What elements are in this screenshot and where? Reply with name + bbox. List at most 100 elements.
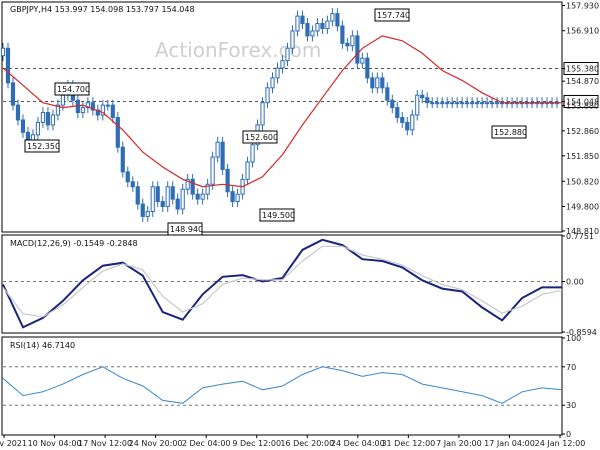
x-tick-label: 9 Dec 12:00 <box>232 439 281 448</box>
candle-body <box>325 20 330 29</box>
price-ytick-label: 157.930 <box>566 1 599 10</box>
price-annotation-label: 152.600 <box>245 133 278 142</box>
candle-body <box>50 114 56 126</box>
macd-series-signal <box>2 245 563 318</box>
candle-body <box>215 141 220 158</box>
candle-body <box>55 104 61 116</box>
candle-body <box>350 35 355 47</box>
price-annotation-label: 157.740 <box>377 11 410 20</box>
price-annotation-label: 149.500 <box>262 211 295 220</box>
candle-body <box>340 25 345 44</box>
candle-body <box>435 102 440 105</box>
x-tick-label: 2 Dec 04:00 <box>182 439 231 448</box>
price-annotation-box <box>259 208 295 222</box>
candle-body <box>220 141 225 170</box>
candle-body <box>280 60 285 69</box>
price-annotations: 154.700 152.350 157.740 152.600 148.940 149.5… <box>24 8 527 236</box>
price-lines <box>0 8 562 222</box>
price-annotation-box <box>167 222 203 236</box>
rsi-ytick-label: 0 <box>566 430 571 439</box>
candle-body <box>405 121 410 131</box>
candle-body <box>120 146 125 173</box>
candle-body <box>480 102 485 105</box>
candle-body <box>415 94 420 116</box>
candle-body <box>425 97 430 104</box>
price-ytick-label: 149.800 <box>566 203 599 212</box>
candle-body <box>160 201 165 208</box>
candle-body <box>385 87 390 101</box>
watermark: ActionForex.com <box>155 38 321 62</box>
rsi-axis: 100 70 30 0 <box>3 334 581 439</box>
candle-body <box>165 186 170 208</box>
candle-body <box>250 144 255 163</box>
candle-body <box>15 104 21 121</box>
macd-axis: 0.7751 0.00 -0.8594 <box>3 232 597 337</box>
candle-body <box>80 107 85 114</box>
rsi-lines <box>2 366 563 404</box>
candle-body <box>400 116 405 123</box>
candle-body <box>195 193 200 200</box>
candle-body <box>225 168 230 193</box>
candle-body <box>475 102 480 105</box>
macd-pane-frame <box>1 234 563 334</box>
candle-body <box>40 112 46 123</box>
price-pane-frame <box>1 1 563 233</box>
candle-body <box>0 47 6 57</box>
candle-body <box>85 102 90 109</box>
candle-body <box>330 13 335 22</box>
candle-body <box>175 198 180 210</box>
x-tick-label: 17 Nov 12:00 <box>78 439 132 448</box>
price-axis: 157.930 156.910 155.380 154.870 154.048153.8… <box>563 1 599 236</box>
candle-body <box>370 77 375 89</box>
candle-body <box>470 102 475 105</box>
candle-body <box>450 102 455 105</box>
candle-body <box>185 178 190 190</box>
candle-body <box>420 94 425 99</box>
rsi-pane-frame <box>1 336 563 436</box>
macd-series-macd_line <box>2 238 562 329</box>
candle-body <box>110 104 115 118</box>
candle-body <box>115 116 120 148</box>
candle-body <box>430 102 435 105</box>
macd-lines <box>2 238 563 329</box>
price-annotation-box <box>242 130 278 144</box>
candle-body <box>440 102 445 105</box>
candle-body <box>190 178 195 195</box>
candle-body <box>170 186 175 200</box>
candle-body <box>270 77 275 89</box>
candle-body <box>390 99 395 109</box>
candle-body <box>460 102 465 105</box>
candle-body <box>445 102 450 105</box>
candle-body <box>230 191 235 203</box>
candle-body <box>495 102 500 105</box>
price-ytick-label: 156.910 <box>566 27 599 36</box>
candle-body <box>320 23 325 29</box>
candle-body <box>265 87 270 104</box>
macd-ytick-label: 0.7751 <box>566 232 594 241</box>
price-ytick-label: 153.880 <box>566 102 599 111</box>
rsi-header: RSI(14) 46.7140 <box>10 341 75 350</box>
price-ytick-label: 154.870 <box>566 77 599 86</box>
price-header: GBPJPY,H4 153.997 154.098 153.797 154.04… <box>10 5 195 14</box>
x-tick-label: 31 Dec 12:00 <box>381 439 435 448</box>
candle-body <box>395 107 400 118</box>
price-annotation-label: 152.350 <box>27 142 60 151</box>
macd-ytick-label: -0.8594 <box>566 328 597 337</box>
price-annotation-box <box>24 139 60 153</box>
candle-body <box>135 186 140 205</box>
candle-body <box>285 47 290 62</box>
candle-body <box>345 42 350 47</box>
candle-body <box>310 30 315 37</box>
price-annotation-box <box>491 125 527 139</box>
price-annotation-box <box>54 82 90 96</box>
price-ytick-label: 154.048 <box>566 97 599 106</box>
price-annotation-box <box>374 8 410 22</box>
candle-body <box>485 102 490 105</box>
candle-body <box>105 104 110 107</box>
candle-body <box>140 203 145 217</box>
candle-body <box>410 114 415 131</box>
x-tick-label: 10 Nov 04:00 <box>28 439 82 448</box>
price-ticks <box>562 4 565 232</box>
candle-body <box>275 67 280 79</box>
